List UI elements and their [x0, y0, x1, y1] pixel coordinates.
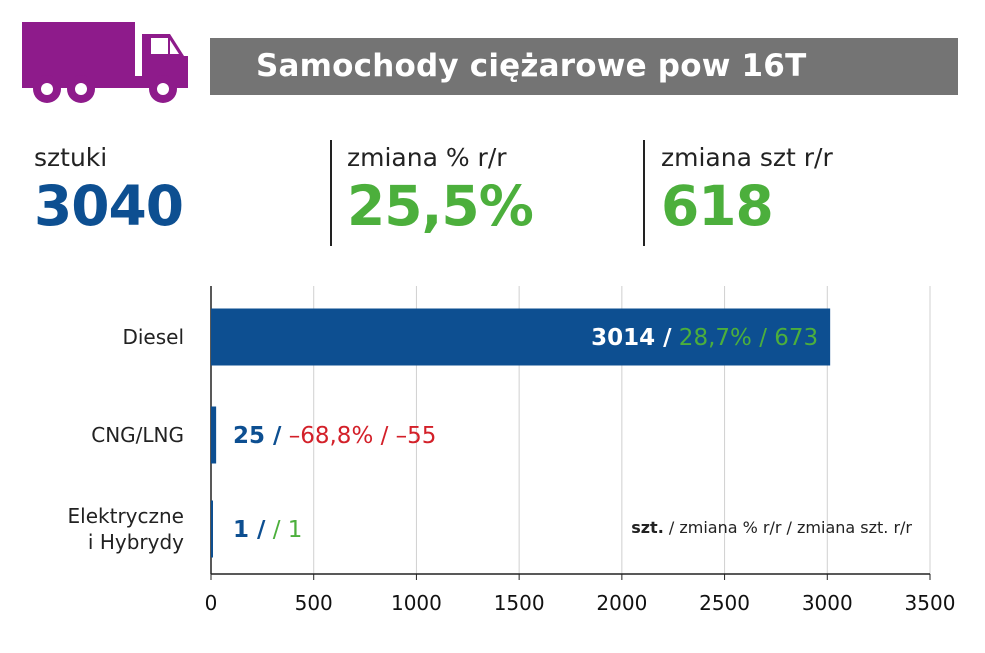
- stat-units: sztuki 3040: [34, 142, 184, 238]
- stat-change-pct: zmiana % r/r 25,5%: [347, 142, 534, 238]
- stat-divider: [643, 140, 645, 246]
- stat-change-pct-value: 25,5%: [347, 174, 534, 238]
- category-label: CNG/LNG: [91, 423, 184, 447]
- x-tick-label: 1500: [494, 591, 545, 615]
- stat-divider: [330, 140, 332, 246]
- x-tick-label: 0: [205, 591, 218, 615]
- bar-chart: 0 500 1000 1500 2000 2500 3000 3500 Diesel 3014 /…: [68, 286, 956, 615]
- category-label: Elektryczne i Hybrydy: [68, 504, 185, 554]
- x-tick-label: 3000: [802, 591, 853, 615]
- data-label: 25 / –68,8% / –55: [233, 423, 436, 449]
- data-label: 3014 / 28,7% / 673: [591, 325, 818, 351]
- stat-units-value: 3040: [34, 174, 184, 238]
- truck-icon: [22, 22, 188, 103]
- stat-change-units-label: zmiana szt r/r: [661, 143, 833, 172]
- x-tick-label: 3500: [905, 591, 956, 615]
- stat-units-label: sztuki: [34, 143, 108, 172]
- category-label: Diesel: [122, 325, 184, 349]
- chart-title: Samochody ciężarowe pow 16T: [210, 38, 958, 95]
- x-tick-label: 500: [295, 591, 333, 615]
- stat-change-units: zmiana szt r/r 618: [661, 142, 833, 238]
- bar-0: [211, 308, 831, 366]
- x-tick-label: 2000: [596, 591, 647, 615]
- legend-note: szt. / zmiana % r/r / zmiana szt. r/r: [631, 518, 912, 537]
- bar-1: [211, 406, 217, 464]
- data-label: 1 / / 1: [233, 517, 302, 543]
- stat-change-pct-label: zmiana % r/r: [347, 143, 507, 172]
- x-tick-label: 1000: [391, 591, 442, 615]
- x-tick-label: 2500: [699, 591, 750, 615]
- stat-change-units-value: 618: [661, 174, 774, 238]
- bar-2: [211, 500, 213, 558]
